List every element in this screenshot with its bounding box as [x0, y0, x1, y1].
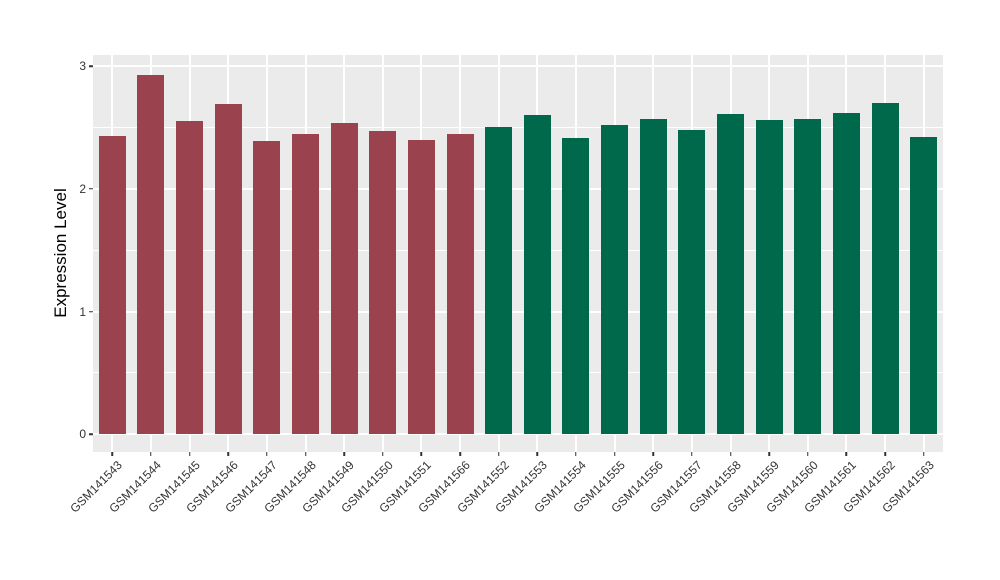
bar-GSM141555	[601, 124, 629, 435]
x-tick-mark	[459, 452, 461, 456]
gridline-major	[93, 65, 943, 68]
x-tick-mark	[266, 452, 268, 456]
x-tick-mark	[768, 452, 770, 456]
bar-GSM141544	[137, 74, 165, 435]
bar-GSM141566	[446, 133, 474, 435]
bar-GSM141551	[407, 139, 435, 435]
bar-GSM141561	[832, 112, 860, 435]
bar-GSM141552	[485, 127, 513, 435]
x-tick-mark	[420, 452, 423, 456]
gridline-minor	[93, 372, 943, 374]
y-tick-label: 0	[79, 427, 86, 442]
y-tick-mark	[89, 433, 93, 435]
bar-GSM141563	[910, 137, 938, 435]
bar-GSM141557	[678, 129, 706, 435]
y-tick-label: 3	[79, 59, 86, 74]
x-tick-mark	[922, 452, 925, 456]
gridline-major	[93, 187, 943, 190]
bar-GSM141548	[292, 133, 319, 435]
bar-GSM141550	[369, 131, 397, 435]
x-tick-mark	[497, 452, 500, 456]
x-tick-mark	[691, 452, 693, 456]
bar-GSM141546	[214, 104, 242, 435]
y-tick-label: 1	[79, 304, 86, 319]
y-tick-mark	[89, 65, 93, 67]
x-tick-mark	[613, 452, 616, 456]
bar-GSM141560	[794, 118, 822, 435]
gridline-major	[93, 433, 943, 436]
x-tick-mark	[729, 452, 732, 456]
y-tick-label: 2	[79, 181, 86, 196]
bar-GSM141558	[717, 113, 744, 435]
bar-GSM141553	[523, 115, 551, 435]
bar-GSM141562	[871, 102, 899, 435]
x-tick-mark	[884, 452, 886, 456]
x-tick-mark	[343, 452, 345, 456]
bar-GSM141549	[330, 122, 358, 435]
plot-panel	[93, 55, 943, 452]
x-tick-mark	[150, 452, 152, 456]
x-tick-mark	[304, 452, 307, 456]
bar-GSM141547	[253, 140, 281, 435]
y-tick-mark	[89, 188, 93, 190]
gridline-major	[93, 310, 943, 313]
x-tick-mark	[188, 452, 191, 456]
bar-GSM141554	[562, 138, 590, 435]
x-tick-mark	[382, 452, 384, 456]
x-tick-mark	[807, 452, 809, 456]
gridline-minor	[93, 126, 943, 128]
x-tick-mark	[845, 452, 848, 456]
x-tick-mark	[652, 452, 654, 456]
x-tick-mark	[575, 452, 577, 456]
x-tick-mark	[227, 452, 229, 456]
x-tick-mark	[111, 452, 114, 456]
bar-GSM141559	[755, 120, 783, 435]
gridline-minor	[93, 249, 943, 251]
bar-GSM141543	[98, 136, 126, 435]
y-tick-mark	[89, 310, 93, 313]
y-axis-title: Expression Level	[51, 188, 70, 318]
bar-GSM141545	[176, 121, 204, 435]
bar-GSM141556	[639, 118, 667, 435]
x-tick-mark	[536, 452, 539, 456]
